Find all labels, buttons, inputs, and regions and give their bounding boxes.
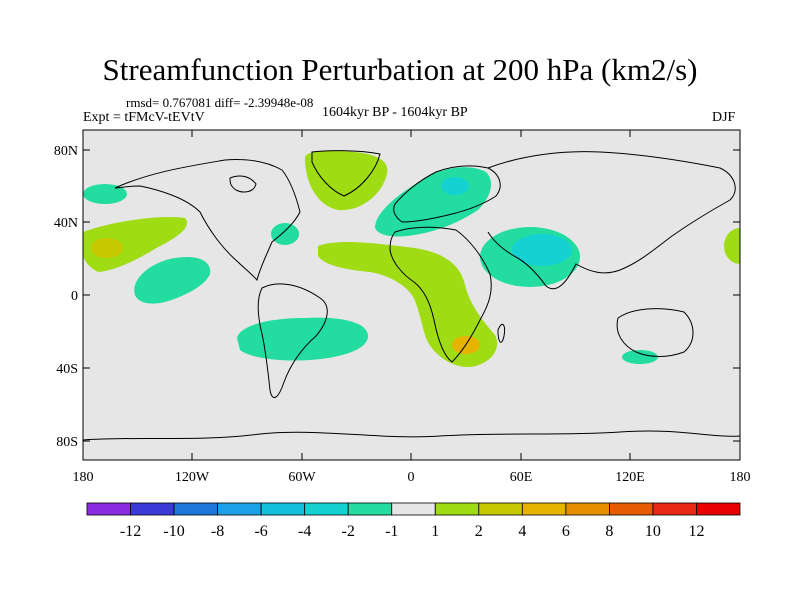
anomaly-tropical-east-pacific [134,256,211,304]
anomaly-central-north-pacific [83,216,188,272]
coast-greenland [311,150,381,197]
colorbar [86,502,741,516]
x-tick-label: 60W [288,470,316,485]
coast-north-america [114,159,301,282]
x-tick-label: 180 [73,470,94,485]
colorbar-label: 2 [475,523,483,540]
season-label: DJF [712,110,736,125]
coast-asia [487,151,736,290]
colorbar-label: -12 [120,523,141,540]
colorbar-swatch [173,502,218,516]
anomaly-south-atlantic [237,317,368,361]
anomaly-middle-east-core [512,234,572,266]
x-tick-label: 60E [510,470,533,485]
colorbar-swatch [130,502,175,516]
y-ticks [83,149,740,442]
colorbar-swatch [391,502,436,516]
anomaly-shading [83,150,740,368]
x-ticks [82,130,741,460]
anomaly-southern-australia [622,350,658,364]
anomaly-gulf-stream [271,223,299,245]
y-tick-label: 40N [54,216,78,231]
colorbar-swatch [652,502,697,516]
coast-australia [616,308,694,357]
colorbar-label: -2 [342,523,355,540]
colorbar-swatch [609,502,654,516]
colorbar-labels: -12 -10 -8 -6 -4 -2 -1 1 2 4 6 8 10 12 [120,523,705,540]
anomaly-dateline [724,228,740,264]
coast-europe [393,165,501,223]
coast-antarctica [83,430,740,441]
y-tick-label: 0 [71,289,78,304]
colorbar-label: 1 [431,523,439,540]
colorbar-label: -1 [385,523,398,540]
map-background [83,130,740,460]
colorbar-swatch [565,502,610,516]
colorbar-label: -4 [298,523,311,540]
colorbar-swatch [260,502,306,516]
coast-south-america [257,283,328,398]
y-tick-label: 40S [56,362,78,377]
figure-title: Streamfunction Perturbation at 200 hPa (… [102,52,698,87]
anomaly-nw-pacific [83,184,127,204]
colorbar-label: 10 [645,523,661,540]
colorbar-label: -6 [254,523,267,540]
colorbar-label: 12 [688,523,704,540]
colorbar-label: -10 [163,523,184,540]
colorbar-label: 4 [518,523,526,540]
y-tick-label: 80S [56,435,78,450]
colorbar-swatch [478,502,523,516]
x-tick-label: 180 [730,470,751,485]
colorbar-label: 6 [562,523,570,540]
colorbar-swatch [347,502,393,516]
x-tick-labels: 180 120W 60W 0 60E 120E 180 [73,470,751,485]
experiment-label: Expt = tFMcV-tEVtV [83,110,205,125]
coast-madagascar [497,323,505,343]
colorbar-swatch [217,502,262,516]
rmsd-stats: rmsd= 0.767081 diff= -2.39948e-08 [126,95,314,110]
colorbar-swatch [521,502,567,516]
coast-hudson-bay [229,175,257,193]
anomaly-central-north-pacific-core [91,238,123,258]
x-tick-label: 120W [175,470,210,485]
colorbar-swatch [304,502,349,516]
colorbar-label: 8 [605,523,613,540]
colorbar-swatch [86,502,131,516]
period-label: 1604kyr BP - 1604kyr BP [322,105,468,120]
coastlines [83,150,740,441]
anomaly-tropical-atlantic [318,242,498,368]
anomaly-greenland [305,150,388,211]
x-tick-label: 0 [408,470,415,485]
colorbar-swatch [696,502,741,516]
y-tick-label: 80N [54,144,78,159]
colorbar-label: -8 [211,523,224,540]
x-tick-label: 120E [615,470,645,485]
colorbar-swatch [434,502,480,516]
y-tick-labels: 80N 40N 0 40S 80S [54,144,78,450]
anomaly-europe-core [441,177,469,195]
coast-africa [389,226,492,363]
